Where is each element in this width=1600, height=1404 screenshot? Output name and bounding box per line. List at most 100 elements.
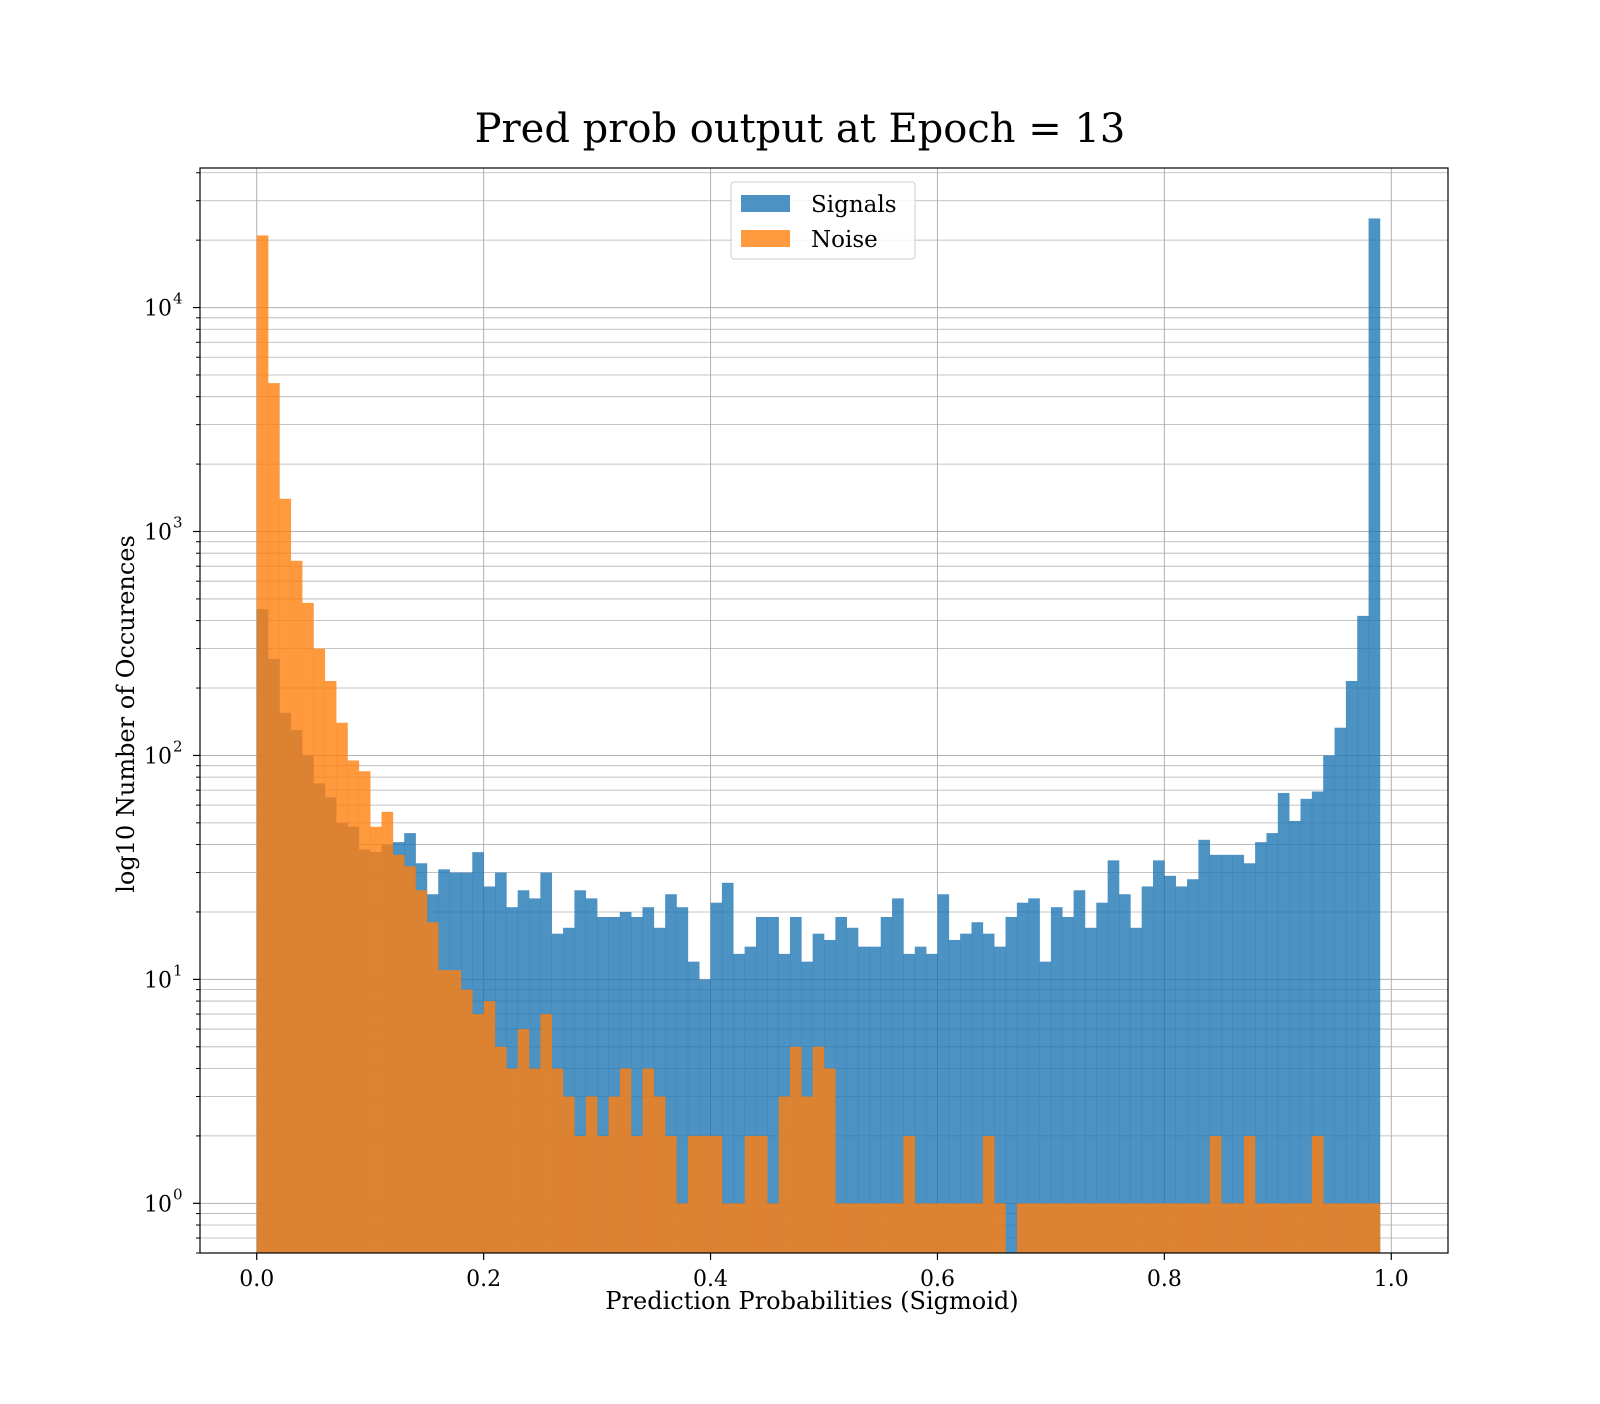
bar-noise (1187, 1203, 1199, 1253)
bar-noise (1221, 1203, 1233, 1253)
bar-signals (1266, 833, 1279, 1253)
bar-signals (1300, 798, 1313, 1253)
bar-signals (1289, 820, 1301, 1253)
bar-noise (1118, 1203, 1131, 1253)
bar-noise (517, 1029, 530, 1253)
bar-noise (914, 1203, 927, 1253)
bar-signals (1209, 854, 1222, 1253)
legend-swatch-signals (741, 195, 790, 212)
bar-signals (767, 916, 779, 1253)
bar-signals (608, 916, 621, 1253)
bar-noise (449, 970, 462, 1253)
bar-signals (755, 916, 768, 1253)
bar-signals (585, 898, 598, 1253)
bar-noise (324, 680, 337, 1253)
bar-noise (1255, 1203, 1267, 1253)
bar-noise (960, 1203, 972, 1253)
bar-noise (1198, 1203, 1211, 1253)
bar-signals (1175, 886, 1188, 1253)
bar-noise (948, 1203, 961, 1253)
bar-noise (631, 1135, 643, 1253)
bar-noise (1232, 1203, 1245, 1253)
bar-noise (744, 1135, 757, 1253)
bar-signals (631, 916, 643, 1253)
y-tick-label: 10 (144, 521, 172, 546)
bar-noise (358, 771, 371, 1253)
bar-noise (982, 1135, 995, 1253)
plot-frame (199, 167, 1449, 1254)
bar-signals (563, 927, 575, 1253)
series-noise (256, 235, 1381, 1254)
bar-signals (926, 953, 938, 1253)
bar-noise (892, 1203, 904, 1253)
y-tick-label: 10 (144, 744, 172, 769)
bar-noise (1209, 1135, 1222, 1253)
bar-noise (926, 1203, 938, 1253)
bar-noise (1243, 1135, 1256, 1253)
bar-noise (801, 1096, 813, 1253)
bar-signals (1357, 615, 1369, 1253)
bar-noise (1028, 1203, 1040, 1253)
y-tick-exponent: 1 (173, 961, 183, 979)
bar-noise (302, 602, 314, 1253)
bar-signals (1345, 680, 1358, 1253)
bar-noise (1311, 1135, 1324, 1253)
histogram-bars (256, 218, 1381, 1254)
bar-noise (392, 854, 405, 1253)
bar-noise (767, 1203, 779, 1253)
bar-signals (1005, 916, 1018, 1253)
bar-signals (1118, 894, 1131, 1253)
x-tick-label: 0.8 (1147, 1267, 1182, 1292)
bar-signals (1334, 727, 1347, 1253)
bar-noise (676, 1203, 689, 1253)
bar-signals (869, 946, 882, 1253)
bar-signals (948, 939, 961, 1253)
bar-noise (1073, 1203, 1086, 1253)
bar-noise (415, 890, 428, 1253)
bar-noise (619, 1068, 632, 1253)
bar-signals (1311, 791, 1324, 1253)
bar-noise (665, 1135, 677, 1253)
bar-noise (585, 1096, 598, 1253)
bar-signals (914, 946, 927, 1253)
bar-noise (313, 648, 326, 1253)
bar-noise (551, 1068, 564, 1253)
bar-noise (370, 826, 382, 1253)
bar-noise (574, 1135, 587, 1253)
bar-noise (1300, 1203, 1313, 1253)
bar-noise (653, 1096, 666, 1253)
bar-noise (540, 1014, 553, 1253)
bar-noise (1016, 1203, 1029, 1253)
bar-noise (858, 1203, 870, 1253)
bar-noise (1039, 1203, 1052, 1253)
bar-noise (1334, 1203, 1347, 1253)
bar-signals (665, 894, 677, 1253)
legend: Signals Noise (730, 181, 916, 260)
bar-noise (710, 1135, 723, 1253)
bar-noise (835, 1203, 847, 1253)
bar-noise (1175, 1203, 1188, 1253)
y-tick-label: 10 (144, 968, 172, 993)
bar-noise (608, 1096, 621, 1253)
bar-noise (460, 989, 473, 1253)
bar-noise (1357, 1203, 1369, 1253)
bar-signals (846, 927, 859, 1253)
bar-signals (1164, 875, 1177, 1253)
bar-signals (971, 922, 984, 1253)
bar-noise (1266, 1203, 1279, 1253)
bar-noise (1345, 1203, 1358, 1253)
x-tick-label: 0.6 (920, 1267, 955, 1292)
bar-signals (1232, 854, 1245, 1253)
bar-signals (937, 894, 950, 1253)
bar-signals (1050, 907, 1063, 1253)
bar-noise (789, 1046, 802, 1253)
bar-signals (676, 907, 689, 1253)
bar-signals (1107, 860, 1120, 1253)
bar-noise (1277, 1203, 1290, 1253)
bar-noise (494, 1046, 507, 1253)
bar-noise (733, 1203, 745, 1253)
bar-signals (1221, 854, 1233, 1253)
bar-noise (426, 922, 439, 1253)
